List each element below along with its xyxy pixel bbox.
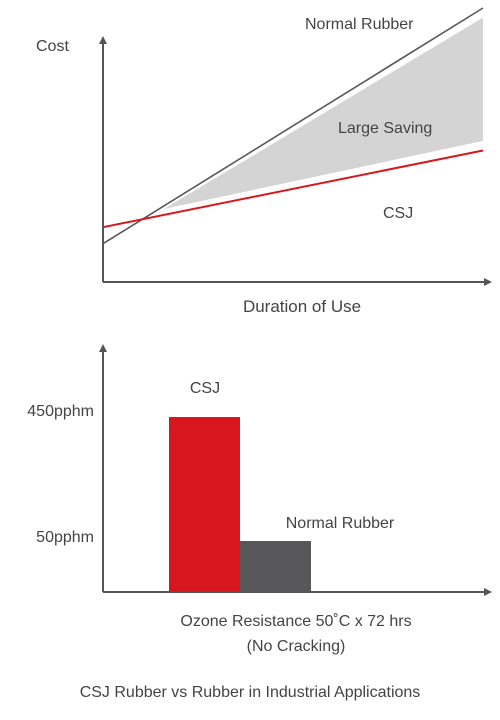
bar-csj <box>169 417 240 592</box>
csj-line-label: CSJ <box>383 205 413 222</box>
line-chart-y-axis-label: Cost <box>36 38 69 55</box>
bar-label-csj: CSJ <box>190 380 220 397</box>
bar-chart-x-axis-label-line-2: (No Cracking) <box>247 638 346 655</box>
y-tick-label-450: 450pphm <box>27 403 94 420</box>
normal-rubber-line-label: Normal Rubber <box>305 16 414 33</box>
line-chart-x-axis-label: Duration of Use <box>243 297 361 316</box>
large-saving-label: Large Saving <box>338 120 432 137</box>
large-saving-area <box>163 17 484 210</box>
bar-label-normal-rubber: Normal Rubber <box>286 515 395 532</box>
figure-caption: CSJ Rubber vs Rubber in Industrial Appli… <box>80 684 421 701</box>
bar-chart-x-axis-label-line-1: Ozone Resistance 50˚C x 72 hrs <box>180 613 411 630</box>
csj-line <box>102 149 484 229</box>
bar-normal-rubber <box>240 541 311 592</box>
bar-chart: 450pphm 50pphm CSJ Normal Rubber Ozone R… <box>27 344 492 655</box>
y-tick-label-50: 50pphm <box>36 529 94 546</box>
line-chart: Cost Duration of Use Normal Rubber Large… <box>36 7 492 316</box>
normal-rubber-line <box>102 7 484 245</box>
